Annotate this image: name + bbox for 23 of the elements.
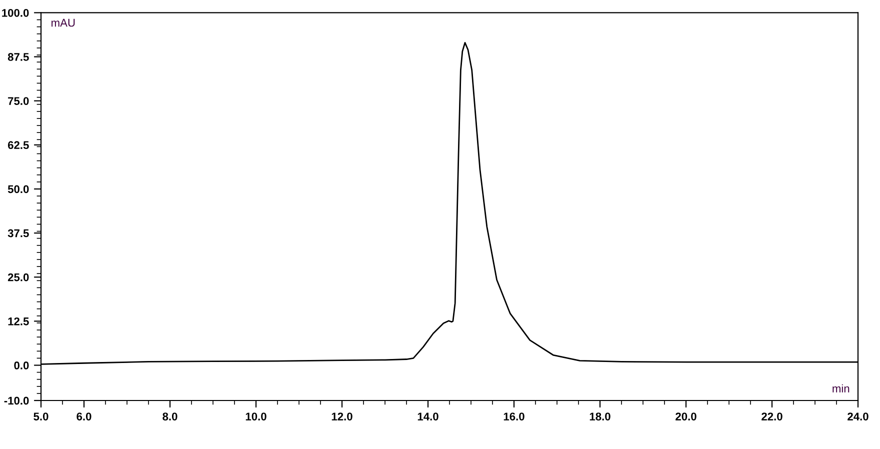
x-tick-label: 24.0 xyxy=(848,412,868,420)
x-tick-label: 16.0 xyxy=(504,412,524,420)
x-tick-label: 8.0 xyxy=(162,412,178,420)
y-axis-title: mAU xyxy=(52,18,75,27)
y-tick-label: 62.5 xyxy=(8,141,29,150)
x-tick-label: 12.0 xyxy=(332,412,352,420)
x-tick-label: 20.0 xyxy=(676,412,696,420)
y-tick-label: 0.0 xyxy=(14,362,29,370)
x-tick-label: 5.0 xyxy=(34,412,48,420)
y-tick-label: 75.0 xyxy=(8,97,29,105)
y-tick-label: 87.5 xyxy=(8,53,29,61)
x-tick-label: 22.0 xyxy=(762,412,782,420)
y-tick-label: 25.0 xyxy=(8,273,29,282)
y-tick-label: 37.5 xyxy=(8,229,29,238)
y-tick-label: -10.0 xyxy=(4,396,29,405)
x-tick-label: 10.0 xyxy=(246,412,266,420)
x-tick-label: 6.0 xyxy=(76,412,92,420)
y-tick-label: 12.5 xyxy=(8,317,29,326)
y-tick-label: 100.0 xyxy=(2,8,29,17)
x-tick-label: 14.0 xyxy=(418,412,438,420)
x-tick-label: 18.0 xyxy=(590,412,610,420)
y-tick-label: 50.0 xyxy=(8,185,29,194)
x-axis-title: min xyxy=(832,384,850,392)
